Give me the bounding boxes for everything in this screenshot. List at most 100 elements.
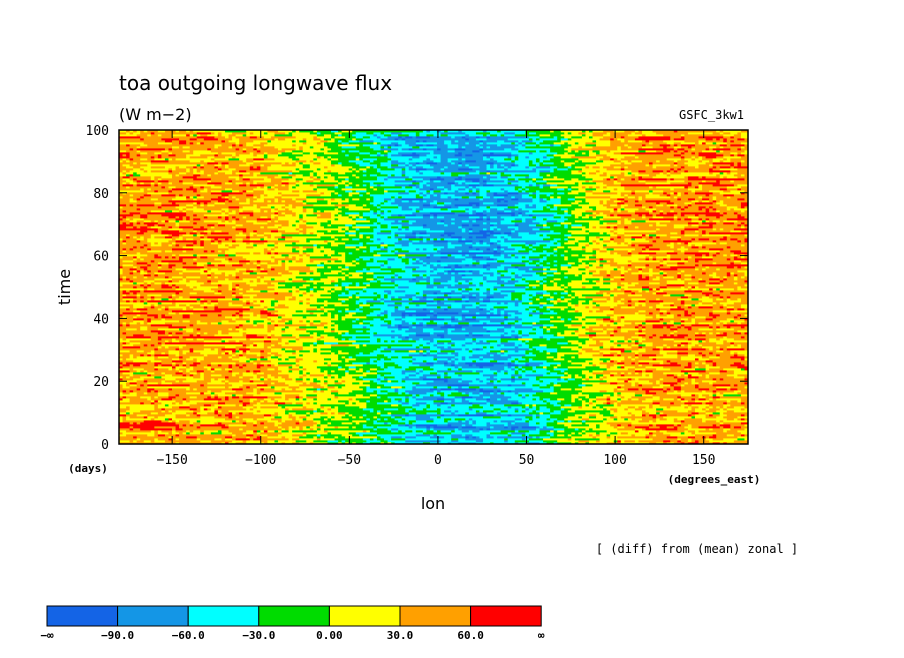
- heatmap-cell-run: [306, 324, 311, 327]
- heatmap-cell-run: [610, 348, 625, 351]
- heatmap-cell-run: [518, 346, 530, 349]
- heatmap-cell-run: [323, 390, 332, 393]
- heatmap-cell-run: [726, 414, 742, 417]
- heatmap-cell-run: [468, 382, 487, 385]
- heatmap-cell-run: [606, 418, 615, 421]
- heatmap-cell-run: [553, 356, 558, 359]
- heatmap-cell-run: [490, 300, 523, 303]
- heatmap-cell-run: [221, 368, 226, 371]
- heatmap-cell-run: [348, 392, 378, 395]
- heatmap-cell-run: [634, 418, 643, 421]
- heatmap-cell-run: [528, 422, 537, 425]
- heatmap-cell-run: [405, 418, 417, 421]
- heatmap-cell-run: [447, 384, 470, 387]
- heatmap-cell-run: [528, 346, 533, 349]
- heatmap-cell-run: [320, 388, 328, 391]
- heatmap-cell-run: [528, 412, 540, 415]
- heatmap-cell-run: [507, 434, 512, 437]
- heatmap-cell-run: [256, 322, 268, 325]
- heatmap-cell-run: [744, 364, 748, 367]
- heatmap-cell-run: [355, 346, 360, 349]
- heatmap-cell-run: [119, 316, 123, 319]
- heatmap-cell-run: [232, 440, 244, 443]
- heatmap-cell-run: [270, 340, 282, 343]
- heatmap-cell-run: [437, 376, 441, 379]
- heatmap-cell-run: [588, 394, 604, 397]
- heatmap-cell-run: [581, 378, 586, 381]
- heatmap-cell-run: [422, 318, 445, 321]
- heatmap-cell-run: [656, 308, 661, 311]
- heatmap-cell-run: [270, 354, 275, 357]
- heatmap-cell-run: [179, 394, 212, 397]
- heatmap-cell-run: [338, 328, 371, 331]
- heatmap-cell-run: [373, 334, 403, 337]
- heatmap-cell-run: [553, 420, 558, 423]
- heatmap-cell-run: [281, 348, 286, 351]
- heatmap-cell-run: [352, 314, 367, 317]
- heatmap-cell-run: [246, 328, 268, 331]
- heatmap-cell-run: [447, 386, 452, 389]
- heatmap-cell-run: [507, 350, 516, 353]
- heatmap-cell-run: [415, 296, 424, 299]
- heatmap-cell-run: [150, 360, 162, 363]
- heatmap-cell-run: [274, 388, 282, 391]
- heatmap-cell-run: [189, 422, 194, 425]
- heatmap-cell-run: [140, 402, 145, 405]
- heatmap-cell-run: [659, 414, 668, 417]
- heatmap-cell-run: [320, 406, 325, 409]
- heatmap-cell-run: [638, 420, 650, 423]
- heatmap-cell-run: [401, 398, 406, 401]
- heatmap-cell-run: [179, 442, 222, 444]
- heatmap-cell-run: [122, 418, 127, 421]
- heatmap-cell-run: [631, 398, 639, 401]
- heatmap-cell-run: [624, 292, 632, 295]
- heatmap-cell-run: [726, 346, 742, 349]
- heatmap-cell-run: [684, 378, 692, 381]
- heatmap-cell-run: [203, 302, 208, 305]
- heatmap-cell-run: [504, 312, 509, 315]
- heatmap-cell-run: [719, 356, 731, 359]
- heatmap-cell-run: [242, 428, 282, 431]
- heatmap-cell-run: [620, 326, 636, 329]
- heatmap-cell-run: [663, 338, 675, 341]
- heatmap-cell-run: [511, 314, 530, 317]
- heatmap-cell-run: [444, 308, 449, 311]
- heatmap-cell-run: [260, 410, 286, 413]
- heatmap-cell-run: [242, 306, 251, 309]
- heatmap-cell-run: [451, 434, 463, 437]
- heatmap-cell-run: [405, 440, 441, 443]
- heatmap-cell-run: [341, 338, 346, 341]
- heatmap-cell-run: [511, 296, 523, 299]
- heatmap-cell-run: [578, 398, 583, 401]
- heatmap-cell-run: [288, 416, 297, 419]
- heatmap-cell-run: [726, 336, 742, 339]
- heatmap-cell-run: [175, 402, 180, 405]
- heatmap-cell-run: [221, 332, 229, 335]
- heatmap-cell-run: [606, 324, 611, 327]
- heatmap-cell-run: [196, 414, 201, 417]
- heatmap-cell-run: [412, 296, 417, 299]
- heatmap-cell-run: [472, 294, 477, 297]
- heatmap-cell-run: [712, 312, 728, 315]
- heatmap-cell-run: [122, 298, 134, 301]
- heatmap-cell-run: [726, 388, 731, 391]
- heatmap-cell-run: [490, 354, 494, 357]
- heatmap-cell-run: [521, 298, 530, 301]
- heatmap-cell-run: [606, 376, 653, 379]
- heatmap-cell-run: [617, 408, 625, 411]
- heatmap-cell-run: [719, 442, 724, 444]
- heatmap-cell-run: [433, 418, 445, 421]
- heatmap-cell-run: [415, 368, 424, 371]
- heatmap-cell-run: [592, 384, 625, 387]
- heatmap-cell-run: [578, 318, 583, 321]
- heatmap-cell-run: [376, 434, 417, 437]
- heatmap-cell-run: [302, 370, 321, 373]
- heatmap-cell-run: [129, 342, 141, 345]
- heatmap-cell-run: [384, 400, 388, 403]
- heatmap-cell-run: [189, 420, 198, 423]
- heatmap-cell-run: [274, 376, 279, 379]
- heatmap-cell-run: [574, 376, 583, 379]
- heatmap-cell-run: [412, 300, 434, 303]
- heatmap-cell-run: [196, 370, 205, 373]
- heatmap-cell-run: [596, 376, 600, 379]
